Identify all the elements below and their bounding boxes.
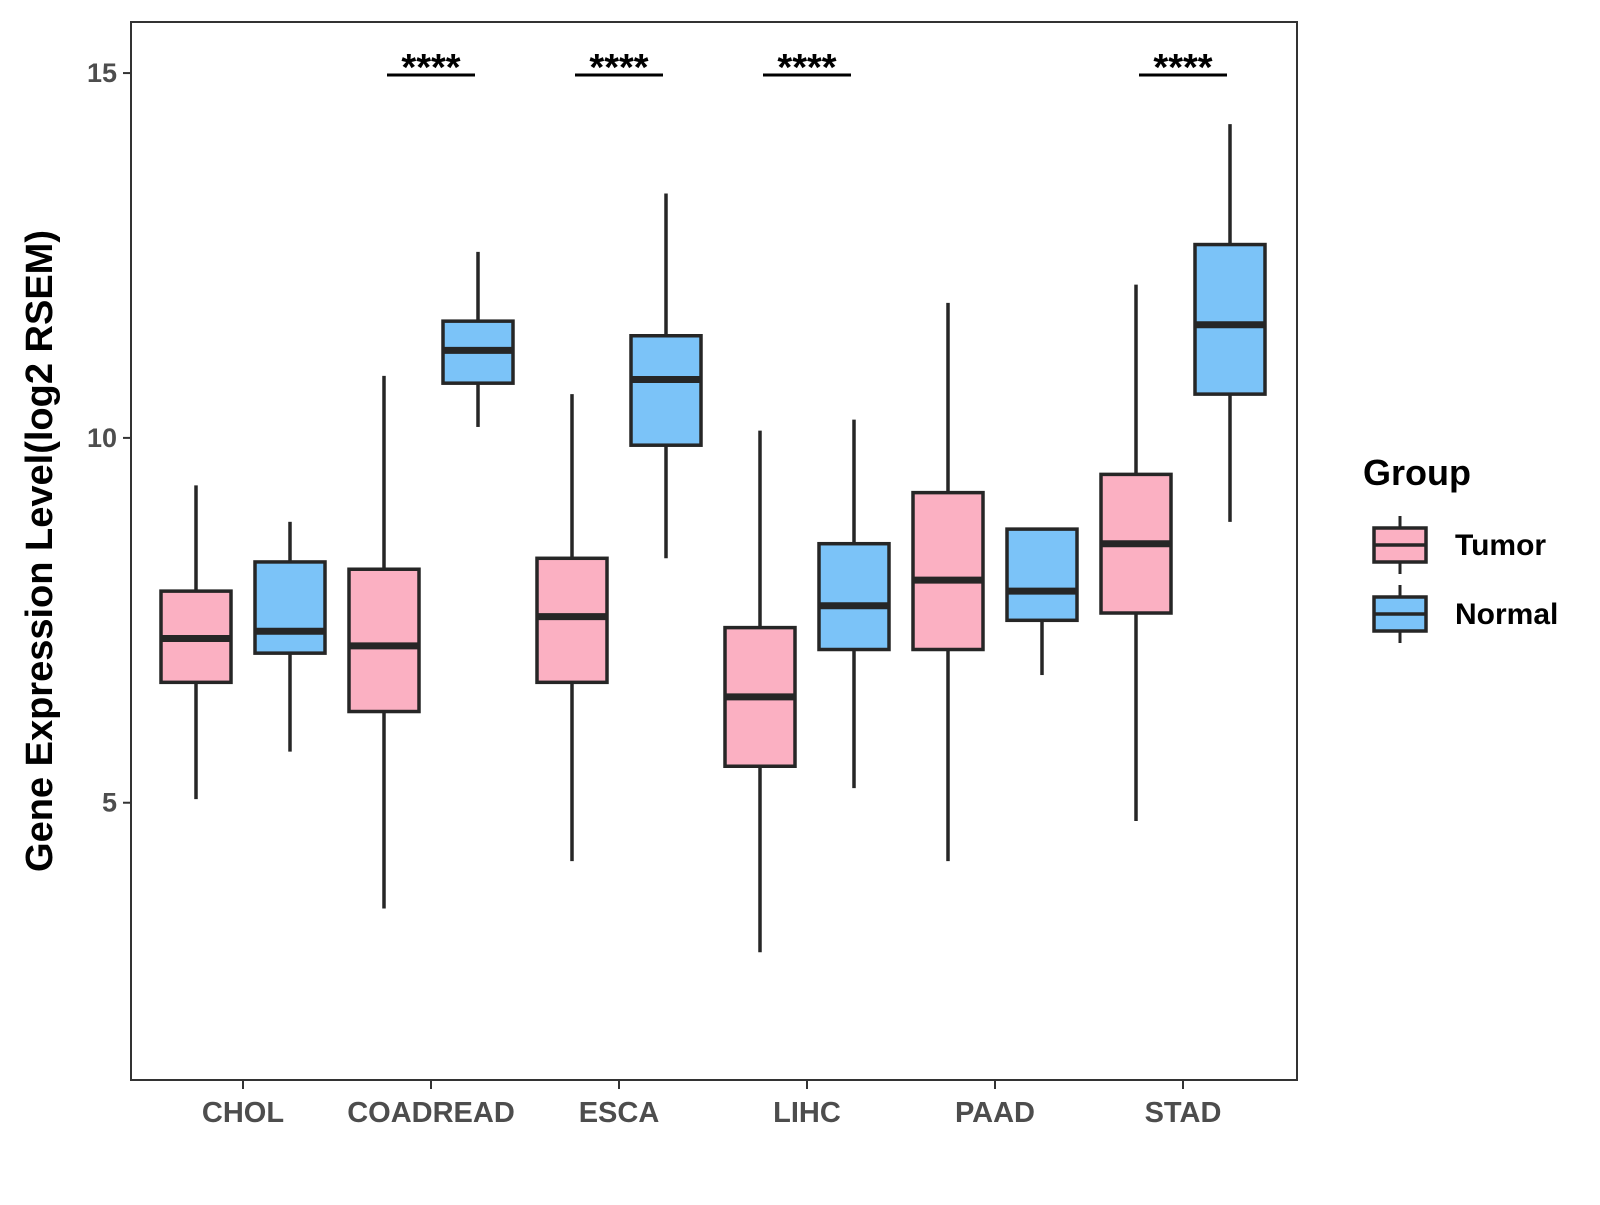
legend-entry-label: Normal bbox=[1455, 598, 1558, 631]
box-iqr bbox=[253, 560, 327, 655]
legend: Tumor Normal bbox=[1372, 516, 1558, 643]
y-axis-label: Gene Expression Level(log2 RSEM) bbox=[19, 230, 61, 872]
x-tick-label: COADREAD bbox=[347, 1097, 515, 1129]
significance-label: **** bbox=[589, 47, 648, 89]
x-tick-label: PAAD bbox=[955, 1097, 1035, 1129]
significance-label: **** bbox=[777, 47, 836, 89]
box-iqr bbox=[1005, 527, 1079, 623]
y-tick-label: 15 bbox=[87, 58, 117, 88]
x-tick-label: STAD bbox=[1145, 1097, 1222, 1129]
x-tick-label: ESCA bbox=[579, 1097, 660, 1129]
box-iqr bbox=[629, 334, 703, 447]
x-tick-label: CHOL bbox=[202, 1097, 284, 1129]
box-iqr bbox=[535, 556, 609, 685]
box-iqr bbox=[817, 541, 891, 652]
y-tick-label: 5 bbox=[102, 788, 117, 818]
x-tick-label: LIHC bbox=[773, 1097, 841, 1129]
legend-entry-label: Tumor bbox=[1455, 529, 1546, 562]
chart-marks: 5 10 15 CHOL COADREAD ESCA LIHC PAAD STAD **** ***… bbox=[87, 47, 1267, 1129]
y-tick-label: 10 bbox=[87, 423, 117, 453]
legend-title: Group bbox=[1363, 452, 1471, 493]
box-iqr bbox=[347, 567, 421, 714]
significance-label: **** bbox=[1153, 47, 1212, 89]
significance-label: **** bbox=[401, 47, 460, 89]
box-iqr bbox=[911, 490, 985, 652]
box-iqr bbox=[1193, 242, 1267, 396]
